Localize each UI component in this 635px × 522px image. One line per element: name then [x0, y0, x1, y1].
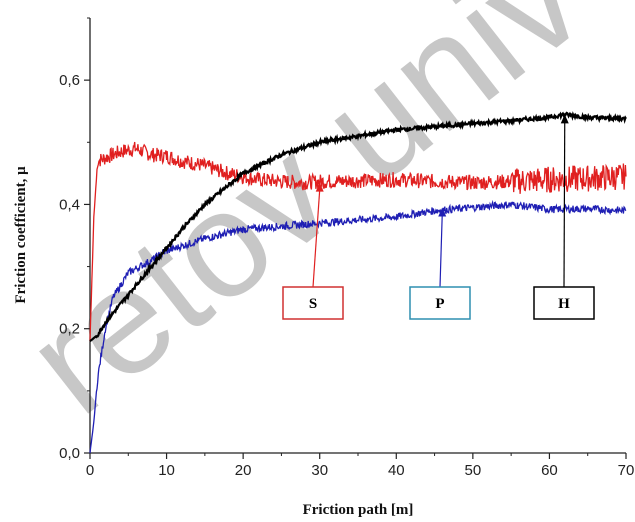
x-axis-label: Friction path [m] [303, 502, 414, 518]
y-tick-label: 0,0 [59, 445, 80, 462]
x-tick-label: 50 [465, 462, 482, 479]
series-line-s [89, 141, 627, 342]
series-line-p [89, 199, 627, 454]
annotation-arrowhead-s [315, 182, 324, 192]
x-tick-label: 70 [618, 462, 635, 479]
y-tick-label: 0,6 [59, 72, 80, 89]
annotation-arrowhead-h [560, 114, 569, 124]
x-tick-label: 40 [388, 462, 405, 479]
annotation-label-p: P [435, 296, 444, 312]
y-tick-label: 0,2 [59, 321, 80, 338]
annotation-box-p [409, 286, 471, 320]
x-tick-label: 30 [311, 462, 328, 479]
x-tick-label: 60 [541, 462, 558, 479]
x-tick-label: 20 [235, 462, 252, 479]
annotation-arrow-s [312, 189, 321, 288]
series-layer [89, 111, 627, 454]
annotation-arrow-p [439, 214, 443, 288]
annotation-arrow-h [563, 121, 566, 288]
x-ticks: 0 10 20 30 40 50 60 70 [86, 453, 635, 479]
annotation-arrowhead-p [438, 207, 447, 217]
series-line-h [89, 111, 627, 342]
annotation-label-s: S [309, 296, 317, 312]
y-ticks: 0,0 0,2 0,4 0,6 [59, 17, 90, 462]
x-tick-label: 0 [86, 462, 94, 479]
annotation-label-h: H [558, 296, 570, 312]
annotation-box-h [533, 286, 595, 320]
annotation-box-s [282, 286, 344, 320]
x-tick-label: 10 [158, 462, 175, 479]
y-tick-label: 0,4 [59, 196, 80, 213]
y-axis-label: Friction coefficient, μ [13, 166, 29, 304]
